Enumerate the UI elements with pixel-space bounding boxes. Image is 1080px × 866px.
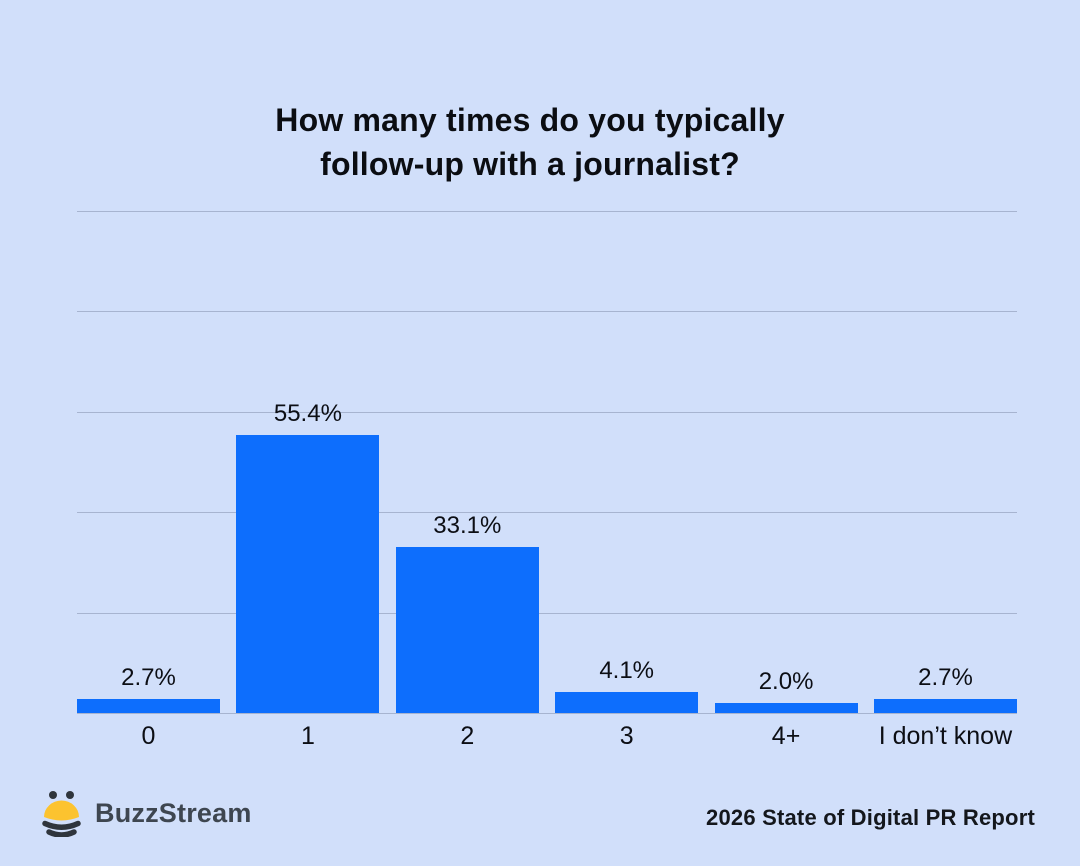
chart-title: How many times do you typically follow-u… — [0, 98, 1060, 186]
x-axis-label: I don’t know — [878, 722, 1013, 750]
chart-title-line1: How many times do you typically — [275, 102, 785, 138]
bars-container: 2.7% 55.4% 33.1% 4.1% 2.0% 2.7% — [77, 211, 1017, 713]
bar — [395, 546, 539, 713]
bar — [555, 692, 699, 713]
bar-value-label: 4.1% — [599, 657, 655, 685]
gridline-100 — [77, 211, 1017, 212]
bar — [77, 699, 220, 713]
bar-chart: 2.7% 55.4% 33.1% 4.1% 2.0% 2.7% — [77, 211, 1017, 714]
gridline-60 — [77, 411, 1017, 413]
bar-group-2: 33.1% — [395, 211, 539, 713]
gridline-40 — [77, 512, 1017, 514]
report-credit: 2026 State of Digital PR Report — [706, 805, 1035, 830]
bar — [873, 699, 1017, 713]
bar-group-1: 55.4% — [236, 211, 380, 713]
gridline-0-baseline — [77, 713, 1017, 714]
bar — [714, 702, 858, 713]
chart-title-line2: follow-up with a journalist? — [320, 146, 740, 182]
bar-group-5: 2.7% — [873, 211, 1017, 713]
x-axis-label: 2 — [460, 722, 475, 750]
buzzstream-logo: BuzzStream — [40, 789, 252, 837]
bar-value-label: 55.4% — [273, 399, 342, 427]
bee-icon — [42, 791, 81, 837]
brand-name: BuzzStream — [95, 797, 252, 828]
gridline-20 — [77, 612, 1017, 614]
gridline-80 — [77, 311, 1017, 313]
bar — [236, 434, 380, 713]
bar-value-label: 2.7% — [918, 664, 973, 692]
x-axis-label: 3 — [619, 722, 634, 750]
bar-group-0: 2.7% — [77, 211, 220, 713]
bar-group-3: 4.1% — [555, 211, 699, 713]
x-axis: 0 1 2 3 4+ I don’t know — [77, 722, 1017, 751]
bar-group-4: 2.0% — [714, 211, 858, 713]
x-axis-label: 0 — [141, 722, 156, 750]
x-axis-label: 4+ — [771, 722, 801, 750]
bar-value-label: 2.7% — [121, 664, 176, 692]
x-axis-label: 1 — [300, 722, 315, 750]
bar-value-label: 2.0% — [758, 667, 814, 695]
bar-value-label: 33.1% — [433, 511, 502, 539]
